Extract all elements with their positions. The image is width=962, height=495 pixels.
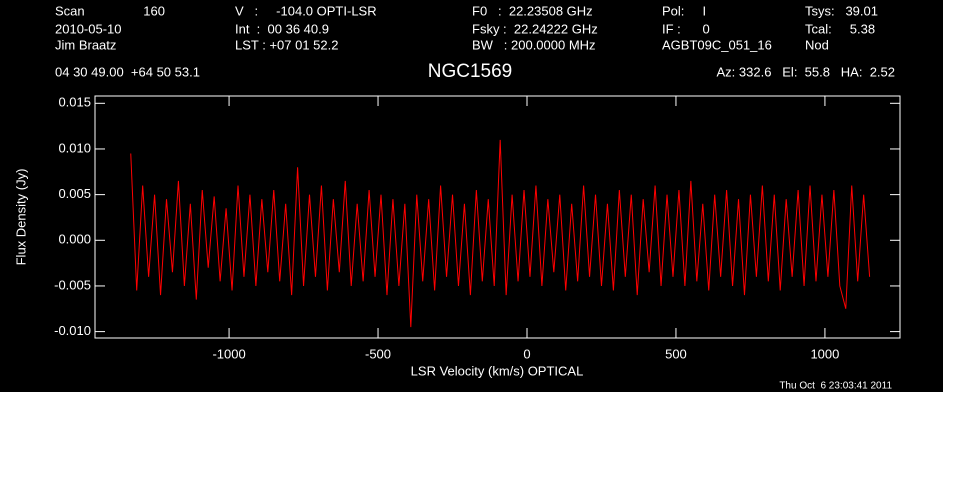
header-text: Tsys: 39.01 [805,3,878,18]
header-text: Pol: I [662,3,706,18]
y-tick-label: -0.010 [54,323,91,338]
header-text: IF : 0 [662,21,710,36]
header-text: Fsky : 22.24222 GHz [472,21,598,36]
y-tick-label: 0.005 [58,186,91,201]
y-axis-label: Flux Density (Jy) [13,169,28,266]
pointing: Az: 332.6 El: 55.8 HA: 2.52 [717,64,896,79]
x-tick-label: -500 [365,346,391,361]
spectrum-line [130,139,871,328]
header-text: Jim Braatz [55,37,116,52]
timestamp: Thu Oct 6 23:03:41 2011 [779,381,892,392]
x-tick-label: 1000 [810,346,839,361]
header-text: Scan [55,3,85,18]
header-text: 2010-05-10 [55,21,122,36]
x-tick-label: 0 [523,346,530,361]
header-text: Tcal: 5.38 [805,21,875,36]
header-text: V : -104.0 OPTI-LSR [235,3,377,18]
x-tick-label: 500 [665,346,687,361]
y-tick-label: -0.005 [54,277,91,292]
header-text: Nod [805,37,829,52]
x-tick-label: -1000 [212,346,245,361]
y-tick-label: 0.015 [58,95,91,110]
header-text: AGBT09C_051_16 [662,37,772,52]
header-text: Int : 00 36 40.9 [235,21,329,36]
header-text: BW : 200.0000 MHz [472,37,596,52]
x-axis-label: LSR Velocity (km/s) OPTICAL [411,363,584,378]
header-text: LST : +07 01 52.2 [235,37,338,52]
coordinates: 04 30 49.00 +64 50 53.1 [55,64,200,79]
plot-background [0,0,943,392]
plot-frame [94,95,901,339]
header-text: F0 : 22.23508 GHz [472,3,593,18]
y-tick-label: 0.010 [58,140,91,155]
y-tick-label: 0.000 [58,232,91,247]
header-text: 160 [143,3,165,18]
chart-title: NGC1569 [428,61,513,82]
